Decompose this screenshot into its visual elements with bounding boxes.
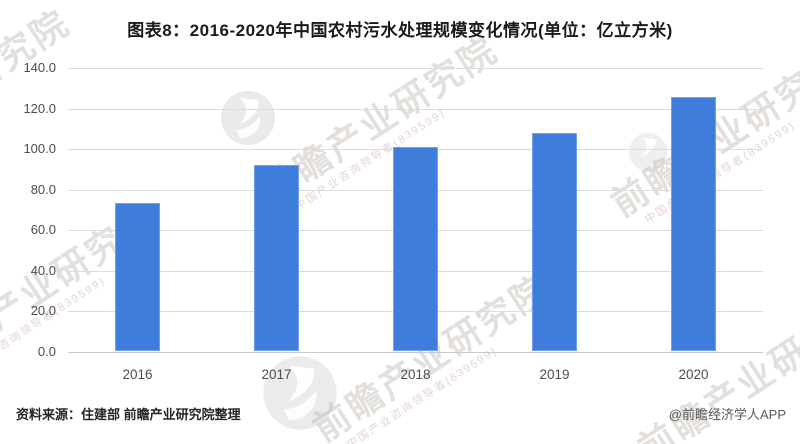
- y-axis-tick-label: 0.0: [37, 343, 56, 359]
- y-axis-tick-label: 20.0: [30, 303, 56, 318]
- x-axis-tick-label: 2017: [261, 367, 292, 382]
- bar-2017: [254, 165, 299, 352]
- chart-title: 图表8：2016-2020年中国农村污水处理规模变化情况(单位：亿立方米): [127, 21, 673, 40]
- y-axis-tick-label: 120.0: [23, 100, 56, 116]
- x-axis-tick-label: 2020: [678, 367, 709, 382]
- gridline: [68, 108, 763, 110]
- bar-2019: [532, 132, 577, 352]
- y-axis-tick-label: 60.0: [30, 222, 56, 237]
- source-note: 资料来源：住建部 前瞻产业研究院整理: [16, 407, 241, 422]
- x-axis-tick-label: 2016: [122, 367, 153, 382]
- credit-note: @前瞻经济学人APP: [668, 407, 786, 422]
- x-axis-tick-label: 2019: [539, 367, 570, 382]
- y-axis-tick-label: 80.0: [30, 181, 56, 197]
- y-axis-tick-label: 40.0: [30, 262, 56, 278]
- bar-2018: [393, 146, 438, 352]
- y-axis-tick-label: 100.0: [23, 141, 56, 156]
- bar-2016: [115, 202, 160, 352]
- bar-2020: [671, 97, 716, 352]
- gridline: [68, 68, 763, 69]
- y-axis-tick-label: 140.0: [23, 60, 56, 75]
- gridline: [68, 351, 763, 353]
- x-axis-tick-label: 2018: [400, 367, 431, 382]
